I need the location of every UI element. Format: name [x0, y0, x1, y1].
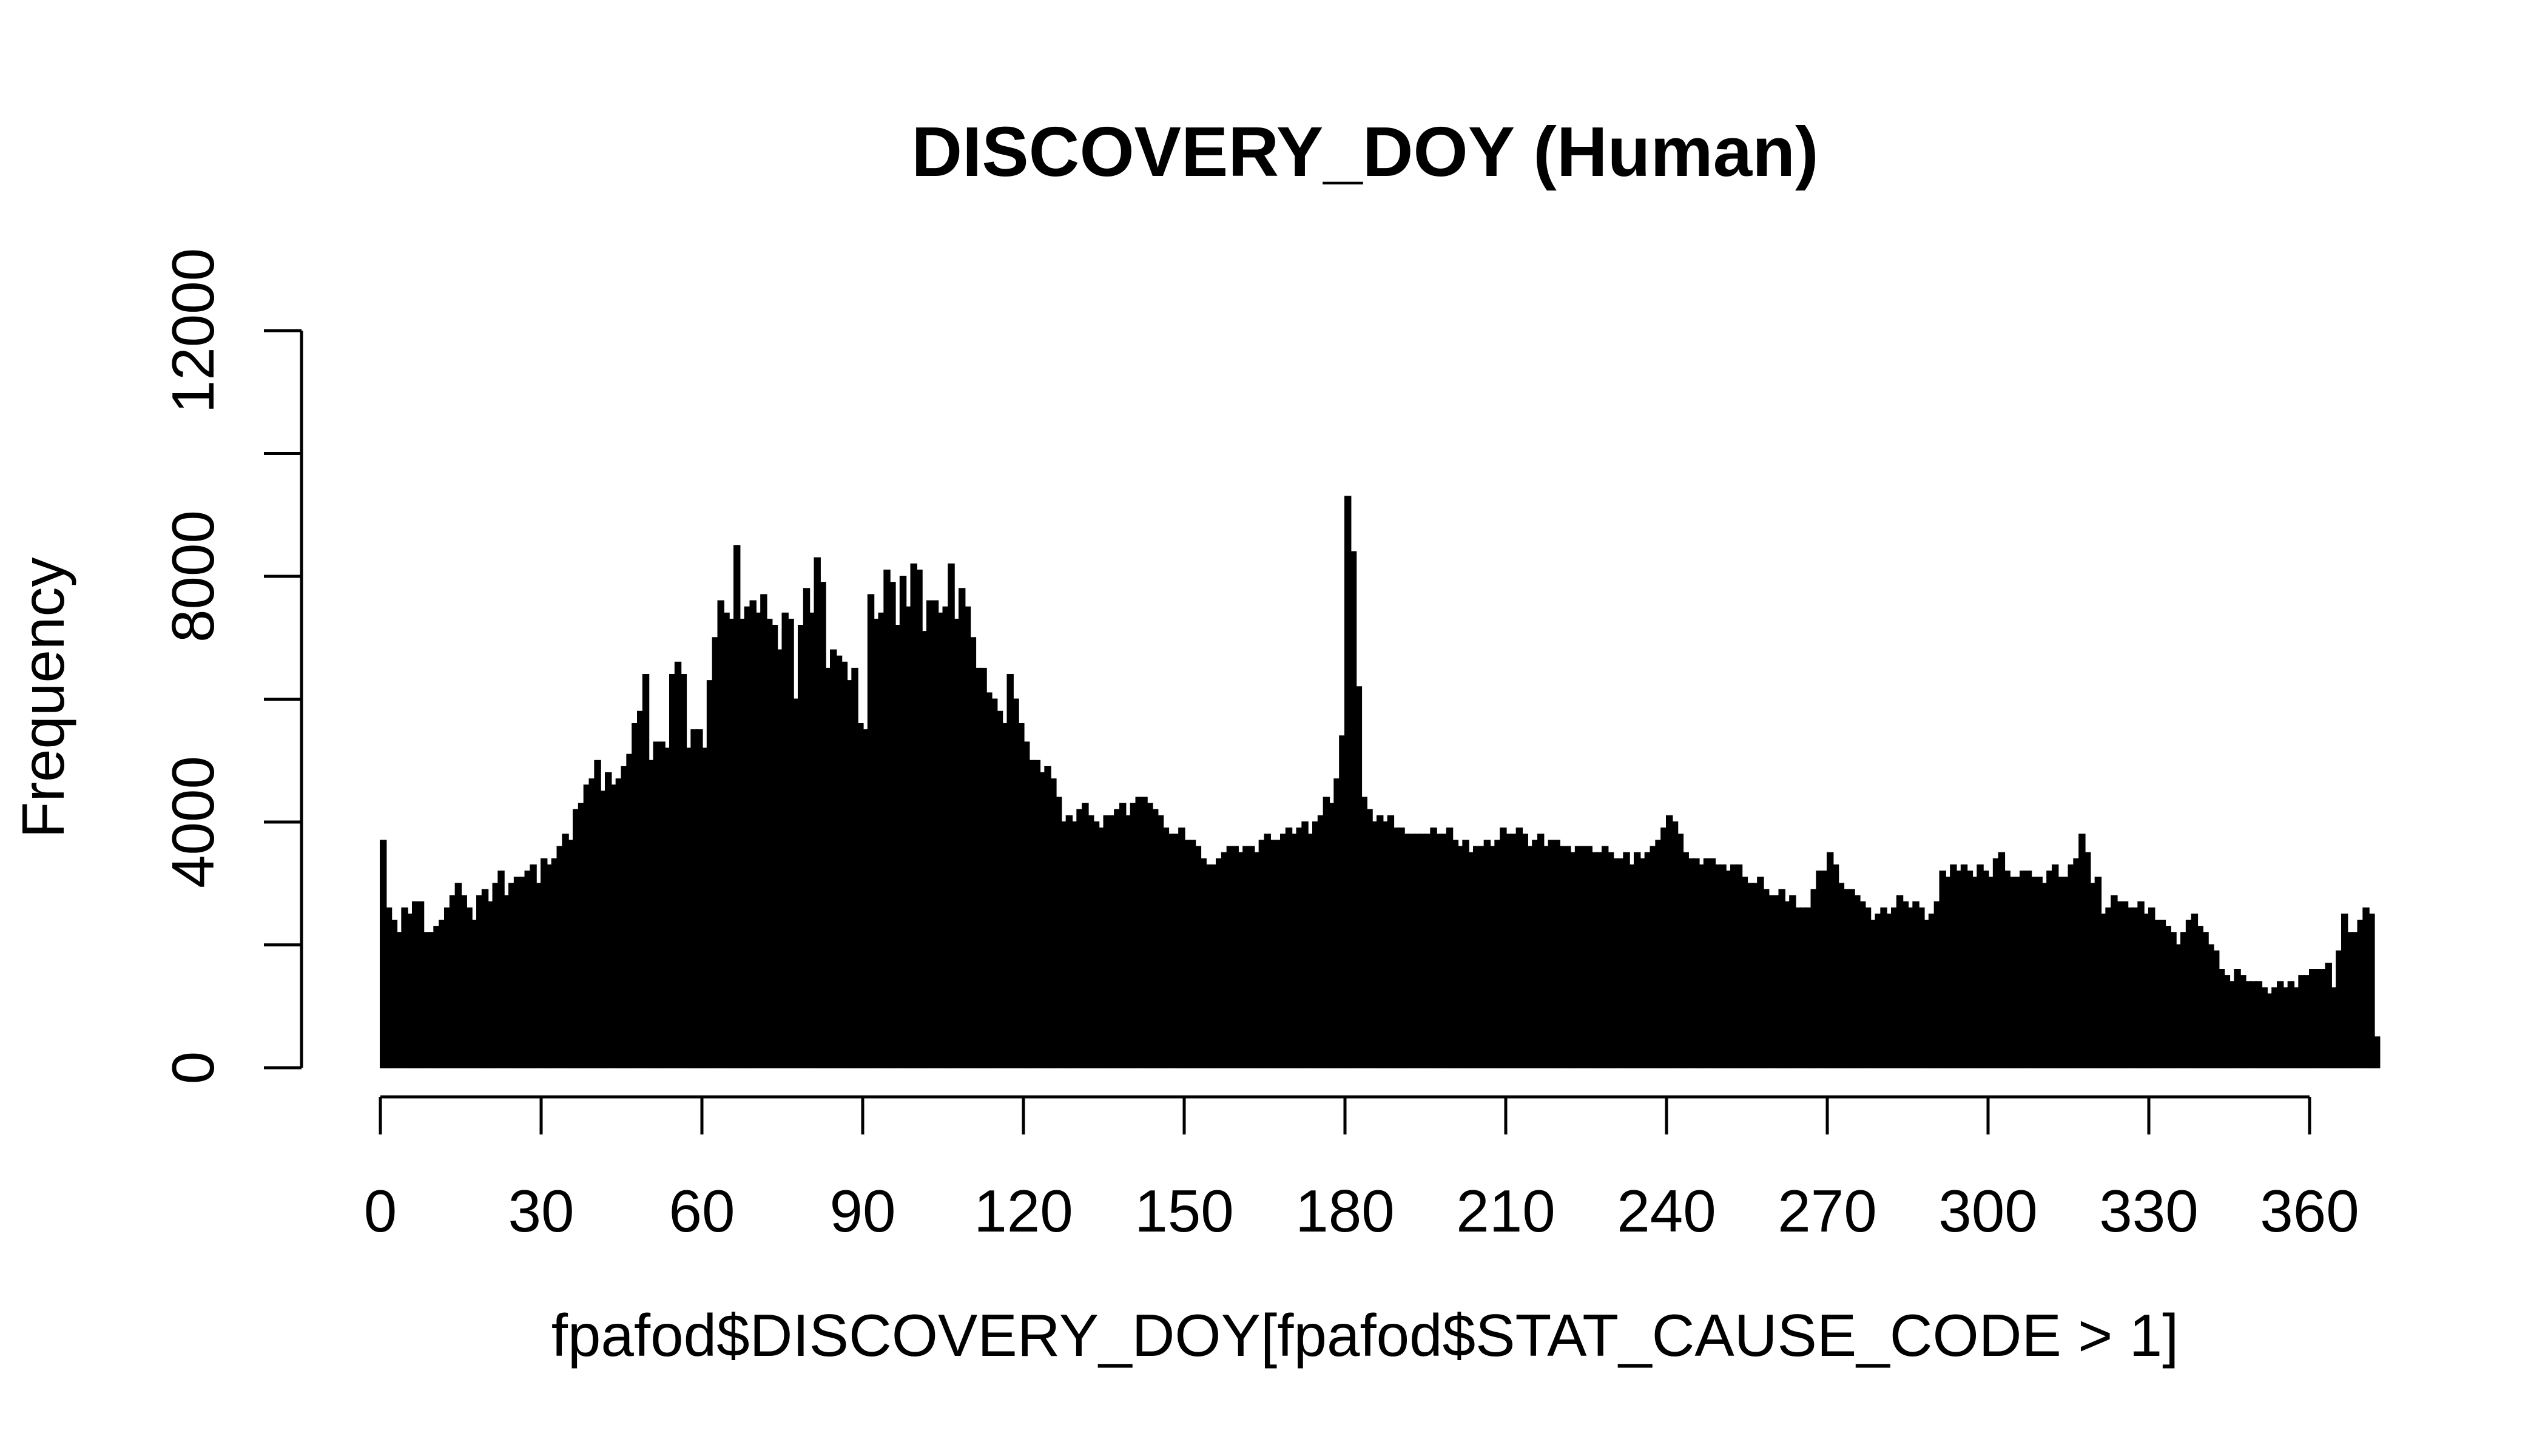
x-tick-label: 120 — [974, 1178, 1073, 1244]
y-tick-label: 4000 — [160, 756, 226, 888]
histogram-bar — [2373, 1036, 2381, 1069]
x-tick-label: 300 — [1938, 1178, 2038, 1244]
x-tick-label: 0 — [364, 1178, 397, 1244]
x-axis: 0 30 60 90 120 150 180 210 240 270 300 330 360 — [364, 1095, 2359, 1244]
x-axis-label: fpafod$DISCOVERY_DOY[fpafod$STAT_CAUSE_C… — [551, 1302, 2179, 1369]
histogram-bars — [380, 496, 2381, 1069]
chart-title: DISCOVERY_DOY (Human) — [911, 112, 1818, 191]
x-tick-label: 150 — [1134, 1178, 1234, 1244]
y-axis-label: Frequency — [10, 557, 76, 838]
x-tick-label: 90 — [829, 1178, 895, 1244]
x-tick-label: 270 — [1778, 1178, 1877, 1244]
x-tick-label: 330 — [2099, 1178, 2199, 1244]
y-tick-label: 12000 — [160, 248, 226, 414]
x-tick-label: 30 — [508, 1178, 574, 1244]
x-tick-label: 240 — [1617, 1178, 1716, 1244]
x-tick-label: 180 — [1295, 1178, 1395, 1244]
x-tick-label: 60 — [669, 1178, 735, 1244]
histogram-bar — [2368, 913, 2375, 1069]
y-axis: 0 4000 8000 12000 — [160, 248, 303, 1085]
y-tick-label: 8000 — [160, 510, 226, 642]
x-tick-label: 210 — [1456, 1178, 1555, 1244]
x-tick-label: 360 — [2260, 1178, 2359, 1244]
y-tick-label: 0 — [160, 1051, 226, 1085]
